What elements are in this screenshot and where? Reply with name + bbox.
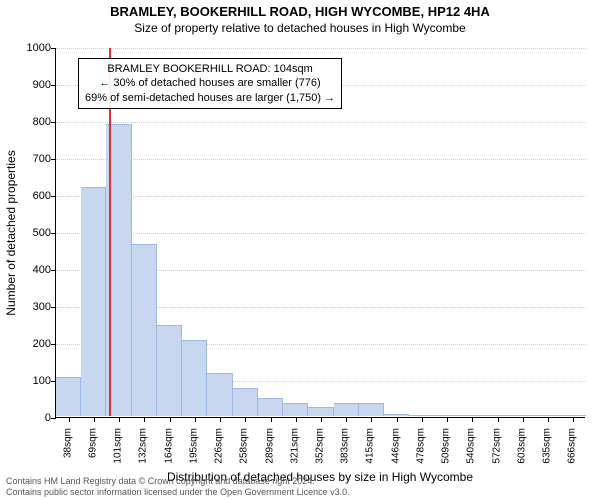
histogram-bar <box>435 415 460 416</box>
x-tick-mark <box>144 417 145 422</box>
x-tick-mark <box>472 417 473 422</box>
x-tick-mark <box>245 417 246 422</box>
x-tick-label: 415sqm <box>365 428 376 464</box>
y-tick-label: 800 <box>11 116 51 128</box>
histogram-bar <box>258 398 283 417</box>
x-tick-mark <box>548 417 549 422</box>
grid-line <box>56 196 586 197</box>
plot-outer: BRAMLEY BOOKERHILL ROAD: 104sqm← 30% of … <box>55 48 585 418</box>
x-tick-mark <box>397 417 398 422</box>
histogram-bar <box>485 415 510 416</box>
y-tick-mark <box>51 122 56 123</box>
x-tick-label: 101sqm <box>113 428 124 464</box>
grid-line <box>56 159 586 160</box>
plot-area: BRAMLEY BOOKERHILL ROAD: 104sqm← 30% of … <box>55 48 585 418</box>
x-tick-mark <box>69 417 70 422</box>
y-tick-mark <box>51 270 56 271</box>
x-tick-label: 132sqm <box>138 428 149 464</box>
y-tick-label: 0 <box>11 412 51 424</box>
chart-subtitle: Size of property relative to detached ho… <box>0 19 600 35</box>
x-tick-mark <box>346 417 347 422</box>
footer: Contains HM Land Registry data © Crown c… <box>6 476 350 499</box>
histogram-bar <box>409 415 434 416</box>
histogram-bar <box>308 407 333 416</box>
x-tick-label: 540sqm <box>466 428 477 464</box>
x-tick-label: 603sqm <box>516 428 527 464</box>
x-tick-label: 509sqm <box>441 428 452 464</box>
histogram-bar <box>132 244 157 416</box>
x-tick-label: 635sqm <box>542 428 553 464</box>
x-tick-label: 446sqm <box>390 428 401 464</box>
y-tick-mark <box>51 196 56 197</box>
x-tick-label: 572sqm <box>491 428 502 464</box>
histogram-bar <box>334 403 359 416</box>
grid-line <box>56 48 586 49</box>
annotation-line1: BRAMLEY BOOKERHILL ROAD: 104sqm <box>85 62 335 76</box>
histogram-bar <box>81 187 106 416</box>
histogram-bar <box>283 403 308 416</box>
x-tick-mark <box>271 417 272 422</box>
histogram-bar <box>359 403 384 416</box>
grid-line <box>56 233 586 234</box>
x-tick-label: 164sqm <box>163 428 174 464</box>
annotation-box: BRAMLEY BOOKERHILL ROAD: 104sqm← 30% of … <box>78 58 342 109</box>
annotation-line2: ← 30% of detached houses are smaller (77… <box>85 76 335 90</box>
x-tick-mark <box>195 417 196 422</box>
y-tick-mark <box>51 418 56 419</box>
x-tick-label: 289sqm <box>264 428 275 464</box>
y-tick-mark <box>51 344 56 345</box>
histogram-bar <box>182 340 207 416</box>
y-tick-label: 300 <box>11 301 51 313</box>
chart-title: BRAMLEY, BOOKERHILL ROAD, HIGH WYCOMBE, … <box>0 0 600 19</box>
histogram-bar <box>510 415 535 416</box>
x-tick-label: 226sqm <box>214 428 225 464</box>
x-tick-mark <box>170 417 171 422</box>
y-tick-mark <box>51 233 56 234</box>
x-tick-mark <box>371 417 372 422</box>
histogram-bar <box>561 415 586 416</box>
y-tick-label: 700 <box>11 153 51 165</box>
y-tick-label: 1000 <box>11 42 51 54</box>
x-tick-mark <box>321 417 322 422</box>
y-tick-mark <box>51 307 56 308</box>
y-tick-mark <box>51 85 56 86</box>
x-tick-label: 38sqm <box>62 428 73 458</box>
histogram-bar <box>384 414 409 416</box>
x-tick-label: 352sqm <box>315 428 326 464</box>
x-tick-mark <box>220 417 221 422</box>
x-tick-mark <box>296 417 297 422</box>
footer-line2: Contains public sector information licen… <box>6 487 350 498</box>
x-tick-mark <box>119 417 120 422</box>
x-tick-mark <box>447 417 448 422</box>
histogram-bar <box>56 377 81 416</box>
footer-line1: Contains HM Land Registry data © Crown c… <box>6 476 350 487</box>
y-tick-label: 900 <box>11 79 51 91</box>
x-tick-mark <box>573 417 574 422</box>
y-tick-label: 400 <box>11 264 51 276</box>
histogram-bar <box>207 373 232 416</box>
x-tick-mark <box>498 417 499 422</box>
x-tick-mark <box>94 417 95 422</box>
histogram-bar <box>536 415 561 416</box>
x-tick-mark <box>422 417 423 422</box>
x-tick-mark <box>523 417 524 422</box>
x-tick-label: 258sqm <box>239 428 250 464</box>
y-tick-mark <box>51 48 56 49</box>
x-tick-label: 195sqm <box>188 428 199 464</box>
y-tick-label: 100 <box>11 375 51 387</box>
histogram-bar <box>233 388 258 416</box>
y-tick-label: 500 <box>11 227 51 239</box>
x-tick-label: 321sqm <box>289 428 300 464</box>
y-tick-label: 200 <box>11 338 51 350</box>
histogram-bar <box>460 415 485 416</box>
y-tick-label: 600 <box>11 190 51 202</box>
x-tick-label: 666sqm <box>567 428 578 464</box>
x-tick-label: 478sqm <box>415 428 426 464</box>
x-tick-label: 69sqm <box>87 428 98 458</box>
y-tick-mark <box>51 159 56 160</box>
x-tick-label: 383sqm <box>340 428 351 464</box>
annotation-line3: 69% of semi-detached houses are larger (… <box>85 91 335 105</box>
grid-line <box>56 122 586 123</box>
histogram-bar <box>157 325 182 416</box>
